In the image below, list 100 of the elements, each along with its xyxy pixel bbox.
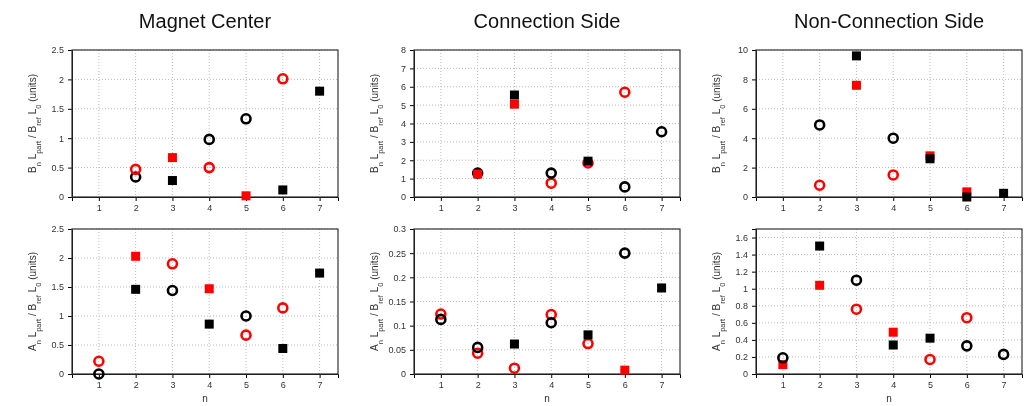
point	[167, 176, 177, 186]
x-tick-label: 3	[170, 380, 176, 391]
x-tick-label: 5	[244, 203, 250, 214]
point	[240, 310, 252, 322]
x-tick-label: 7	[317, 203, 323, 214]
y-tick-label: 0	[742, 192, 748, 203]
point	[315, 268, 325, 278]
x-tick-label: 6	[622, 203, 628, 214]
chart-title: Connection Side	[473, 10, 621, 32]
y-tick-label: 10	[737, 45, 748, 56]
point	[888, 327, 898, 337]
point	[887, 132, 900, 144]
point	[509, 90, 519, 100]
y-tick-label: 0.3	[393, 224, 406, 235]
point	[851, 51, 861, 61]
point	[813, 179, 826, 192]
y-tick-label: 7	[400, 63, 406, 74]
y-tick-label: 0.5	[51, 162, 64, 173]
x-tick-label: 6	[280, 203, 286, 214]
y-tick-label: 8	[400, 45, 406, 56]
y-tick-label: 0.1	[393, 321, 406, 332]
y-tick-label: 2.5	[51, 224, 64, 235]
y-tick-label: 4	[742, 133, 748, 144]
point	[545, 167, 558, 179]
y-tick-label: 0	[400, 192, 406, 203]
x-tick-label: 1	[438, 203, 444, 214]
x-tick-label: 5	[244, 380, 250, 391]
point	[815, 241, 825, 251]
x-tick-label: 5	[928, 203, 934, 214]
x-tick-label: 5	[586, 380, 592, 391]
y-tick-label: 1.5	[51, 282, 64, 293]
y-tick-label: 0.25	[388, 248, 406, 259]
x-tick-label: 5	[586, 203, 592, 214]
x-tick-label: 4	[207, 380, 213, 391]
x-tick-label: 4	[891, 380, 897, 391]
x-tick-label: 2	[133, 380, 139, 391]
y-tick-label: 1	[742, 284, 748, 295]
x-tick-label: 1	[96, 203, 102, 214]
x-tick-label: 3	[854, 203, 860, 214]
y-tick-label: 0.2	[393, 272, 406, 283]
x-tick-label: 4	[549, 203, 555, 214]
x-tick-label: 6	[964, 380, 970, 391]
y-tick-label: 0.4	[735, 335, 748, 346]
point	[619, 181, 631, 193]
point	[240, 329, 252, 341]
x-tick-label: 7	[317, 380, 323, 391]
x-axis-title: n	[202, 393, 208, 404]
x-tick-label: 3	[512, 380, 518, 391]
point	[620, 365, 630, 375]
y-tick-label: 1	[400, 174, 406, 185]
y-tick-label: 5	[400, 100, 406, 111]
y-tick-label: 2	[400, 155, 406, 166]
y-tick-label: 0	[742, 369, 748, 380]
y-tick-label: 6	[742, 104, 748, 115]
point	[278, 185, 288, 195]
x-tick-label: 2	[133, 203, 139, 214]
x-tick-label: 1	[96, 380, 102, 391]
y-tick-label: 0	[400, 369, 406, 380]
y-tick-label: 1.2	[735, 267, 748, 278]
point	[435, 313, 447, 326]
x-tick-label: 2	[817, 380, 823, 391]
point	[277, 73, 289, 85]
point	[203, 133, 216, 146]
point	[203, 161, 216, 174]
x-tick-label: 7	[1001, 203, 1007, 214]
x-tick-label: 4	[549, 380, 555, 391]
y-tick-label: 0	[58, 369, 64, 380]
y-tick-label: 4	[400, 118, 406, 129]
y-tick-label: 0.5	[51, 340, 64, 351]
x-tick-label: 3	[170, 203, 176, 214]
y-tick-label: 8	[742, 74, 748, 85]
point	[131, 251, 141, 261]
point	[166, 284, 179, 297]
point	[129, 163, 142, 176]
point	[167, 153, 177, 163]
x-axis-title: n	[886, 393, 892, 404]
x-tick-label: 2	[475, 380, 481, 391]
point	[619, 247, 631, 259]
x-tick-label: 5	[928, 380, 934, 391]
point	[277, 302, 289, 314]
y-tick-label: 0	[58, 192, 64, 203]
x-tick-label: 2	[817, 203, 823, 214]
point	[131, 284, 141, 294]
x-tick-label: 7	[659, 203, 665, 214]
y-tick-label: 3	[400, 137, 406, 148]
point	[851, 80, 861, 90]
x-tick-label: 7	[1001, 380, 1007, 391]
point	[924, 353, 936, 366]
y-tick-label: 1.6	[735, 232, 748, 243]
point	[655, 125, 668, 138]
point	[997, 348, 1010, 361]
point	[204, 284, 214, 294]
point	[925, 333, 935, 343]
point	[961, 340, 973, 352]
x-tick-label: 6	[622, 380, 628, 391]
x-axis-title: n	[544, 393, 550, 404]
point	[815, 280, 825, 290]
y-tick-label: 2	[58, 253, 64, 264]
point	[508, 362, 521, 374]
point	[777, 351, 789, 364]
